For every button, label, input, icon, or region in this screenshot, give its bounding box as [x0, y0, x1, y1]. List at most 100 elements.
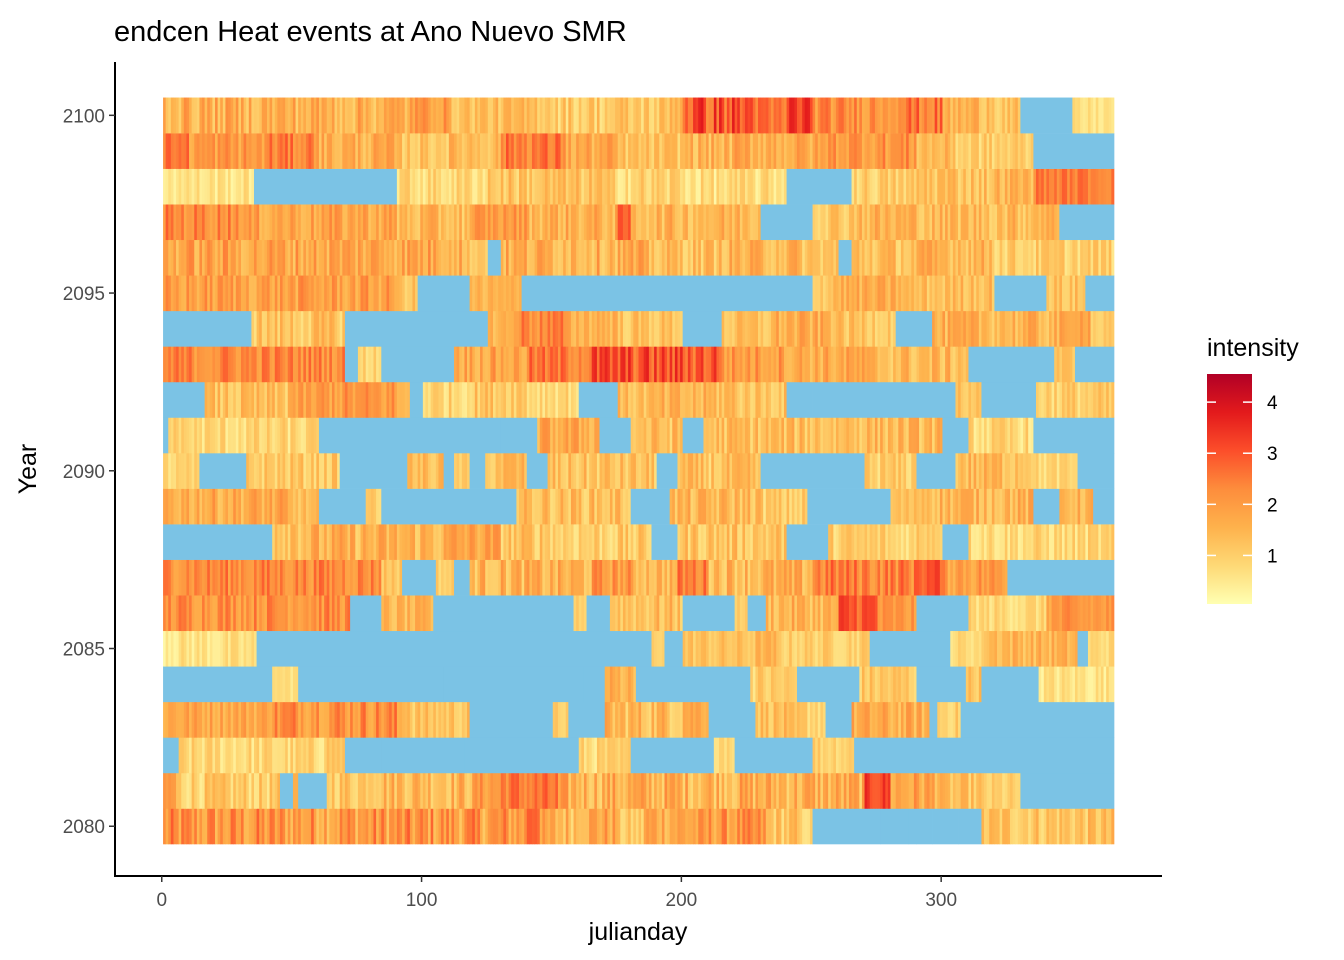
heat-cell: [911, 417, 915, 454]
heat-cell: [750, 168, 754, 205]
no-event-cell: [487, 737, 580, 774]
heat-cell: [490, 310, 494, 347]
heat-cell: [680, 772, 684, 809]
heat-cell: [630, 310, 634, 347]
heat-cell: [586, 417, 590, 454]
heat-cell: [685, 808, 689, 845]
heat-cell: [874, 239, 878, 276]
heat-cell: [732, 239, 736, 276]
heat-cell: [789, 701, 793, 738]
heat-cell: [1072, 453, 1076, 489]
heat-cell: [1100, 666, 1104, 703]
heat-cell: [300, 204, 304, 241]
heat-cell: [557, 488, 561, 525]
heat-cell: [438, 453, 442, 489]
heat-cell: [163, 168, 167, 205]
heat-cell: [555, 310, 559, 347]
heat-cell: [264, 453, 268, 489]
heat-cell: [537, 133, 541, 169]
heat-cell: [264, 701, 268, 738]
heat-cell: [822, 595, 826, 632]
heat-cell: [991, 417, 995, 454]
heat-cell: [760, 239, 764, 276]
heat-cell: [217, 417, 221, 454]
heat-cell: [986, 275, 990, 312]
heat-cell: [669, 346, 673, 383]
heat-cell: [305, 595, 309, 632]
heat-cell: [1007, 630, 1011, 667]
heat-cell: [643, 310, 647, 347]
heat-cell: [209, 133, 213, 169]
heat-cell: [583, 204, 587, 241]
heat-cell: [911, 488, 915, 525]
heat-cell: [1007, 488, 1011, 525]
heat-cell: [820, 701, 824, 738]
heat-cell: [490, 453, 494, 489]
heat-cell: [997, 559, 1001, 596]
heat-cell: [651, 772, 655, 809]
heat-cell: [324, 808, 328, 845]
heat-cell: [1023, 204, 1027, 241]
heat-cell: [1080, 168, 1084, 205]
heat-cell: [183, 772, 187, 809]
heat-cell: [755, 204, 759, 241]
heat-cell: [212, 701, 216, 738]
heat-cell: [1020, 488, 1024, 525]
heat-cell: [648, 417, 652, 454]
heat-cell: [352, 808, 356, 845]
no-event-cell: [402, 559, 437, 596]
heat-cell: [490, 381, 494, 418]
heat-cell: [568, 417, 572, 454]
heat-cell: [202, 168, 206, 205]
heat-cell: [550, 239, 554, 276]
heat-cell: [869, 346, 873, 383]
heat-cell: [316, 453, 320, 489]
heat-cell: [768, 595, 772, 632]
heat-cell: [360, 275, 364, 312]
heat-cell: [986, 168, 990, 205]
heat-cell: [495, 559, 499, 596]
heat-cell: [1077, 168, 1081, 205]
heat-cell: [248, 453, 252, 489]
heat-cell: [581, 310, 585, 347]
heat-cell: [872, 417, 876, 454]
heat-cell: [958, 630, 962, 667]
heat-cell: [215, 133, 219, 169]
heat-cell: [1020, 310, 1024, 347]
heat-cell: [986, 559, 990, 596]
no-event-cell: [890, 381, 956, 418]
heat-cell: [685, 524, 689, 560]
heat-cell: [607, 524, 611, 560]
heat-cell: [334, 381, 338, 418]
heat-cell: [243, 737, 247, 774]
heat-cell: [703, 133, 707, 169]
heat-cell: [1090, 808, 1094, 845]
heat-cell: [906, 772, 910, 809]
heat-cell: [750, 346, 754, 383]
heat-cell: [163, 488, 167, 525]
heat-cell: [646, 133, 650, 169]
heat-cell: [641, 595, 645, 632]
heat-cell: [235, 239, 239, 276]
heat-cell: [472, 204, 476, 241]
heat-cell: [965, 666, 969, 703]
heat-cell: [719, 630, 723, 667]
heat-cell: [635, 417, 639, 454]
heat-cell: [373, 524, 377, 560]
heat-cell: [318, 204, 322, 241]
heat-cell: [1051, 239, 1055, 276]
heat-cell: [459, 453, 463, 489]
heat-cell: [677, 346, 681, 383]
heat-cell: [347, 275, 351, 312]
heat-cell: [344, 524, 348, 560]
heat-cell: [976, 239, 980, 276]
heat-cell: [854, 595, 858, 632]
heat-cell: [376, 772, 380, 809]
heat-cell: [238, 346, 242, 383]
heat-cell: [321, 204, 325, 241]
heat-cell: [854, 204, 858, 241]
heat-cell: [199, 417, 203, 454]
heat-cell: [295, 666, 299, 703]
heat-cell: [550, 310, 554, 347]
heat-cell: [672, 772, 676, 809]
